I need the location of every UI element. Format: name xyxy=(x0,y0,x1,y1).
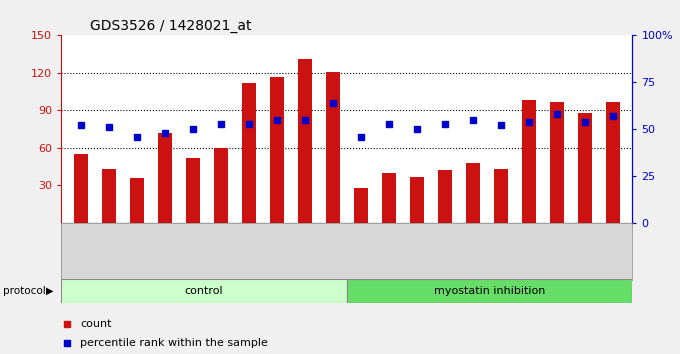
Bar xyxy=(578,113,592,223)
Bar xyxy=(130,178,143,223)
Bar xyxy=(326,72,340,223)
Bar xyxy=(298,59,312,223)
FancyBboxPatch shape xyxy=(61,279,347,303)
Bar xyxy=(186,158,200,223)
Bar xyxy=(158,133,172,223)
Bar xyxy=(410,177,424,223)
Bar xyxy=(74,154,88,223)
Bar xyxy=(550,102,564,223)
Bar xyxy=(606,102,619,223)
Text: count: count xyxy=(80,319,112,329)
Bar xyxy=(102,169,116,223)
Bar xyxy=(522,101,536,223)
FancyBboxPatch shape xyxy=(347,279,632,303)
Bar xyxy=(494,169,508,223)
Text: GDS3526 / 1428021_at: GDS3526 / 1428021_at xyxy=(90,19,252,33)
Bar xyxy=(242,83,256,223)
Text: ▶: ▶ xyxy=(46,286,54,296)
Text: percentile rank within the sample: percentile rank within the sample xyxy=(80,338,268,348)
Bar xyxy=(381,173,396,223)
Bar xyxy=(438,171,452,223)
Bar xyxy=(214,148,228,223)
Bar xyxy=(270,77,284,223)
Bar xyxy=(354,188,368,223)
Bar xyxy=(466,163,480,223)
Text: control: control xyxy=(185,286,223,296)
Text: myostatin inhibition: myostatin inhibition xyxy=(434,286,545,296)
Text: protocol: protocol xyxy=(3,286,46,296)
